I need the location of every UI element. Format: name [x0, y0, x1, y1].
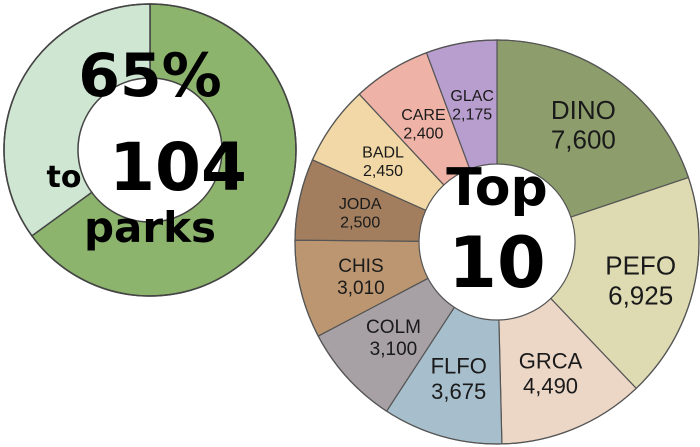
label-name-badl: BADL [362, 145, 404, 162]
label-name-joda: JODA [339, 196, 382, 213]
label-value-flfo: 3,675 [431, 379, 486, 404]
share-to: to [47, 160, 82, 195]
label-name-pefo: PEFO [605, 251, 676, 281]
top10-outline [294, 39, 700, 445]
top-label: Top [446, 158, 548, 218]
left-center-text: 65% to 104 parks [47, 41, 247, 252]
label-value-joda: 2,500 [340, 215, 380, 232]
label-name-care: CARE [401, 107, 445, 124]
label-name-grca: GRCA [519, 348, 583, 373]
label-value-badl: 2,450 [363, 163, 403, 180]
label-value-dino: 7,600 [551, 125, 616, 155]
top-number: 10 [448, 222, 545, 304]
label-value-pefo: 6,925 [608, 280, 673, 310]
right-center-text: Top 10 [446, 158, 548, 304]
label-name-dino: DINO [551, 95, 616, 125]
share-parks-count: 104 [109, 129, 247, 206]
label-value-care: 2,400 [403, 125, 443, 142]
label-name-flfo: FLFO [431, 354, 487, 379]
share-percent: 65% [78, 41, 222, 111]
label-value-glac: 2,175 [452, 107, 492, 124]
share-outline [3, 3, 297, 297]
label-value-grca: 4,490 [523, 374, 578, 399]
label-value-colm: 3,100 [370, 339, 418, 360]
label-name-glac: GLAC [450, 88, 494, 105]
donut-chart-share [3, 3, 297, 297]
label-name-colm: COLM [366, 317, 421, 338]
label-name-chis: CHIS [338, 256, 383, 277]
label-value-chis: 3,010 [337, 278, 385, 299]
share-parks-word: parks [84, 203, 216, 252]
